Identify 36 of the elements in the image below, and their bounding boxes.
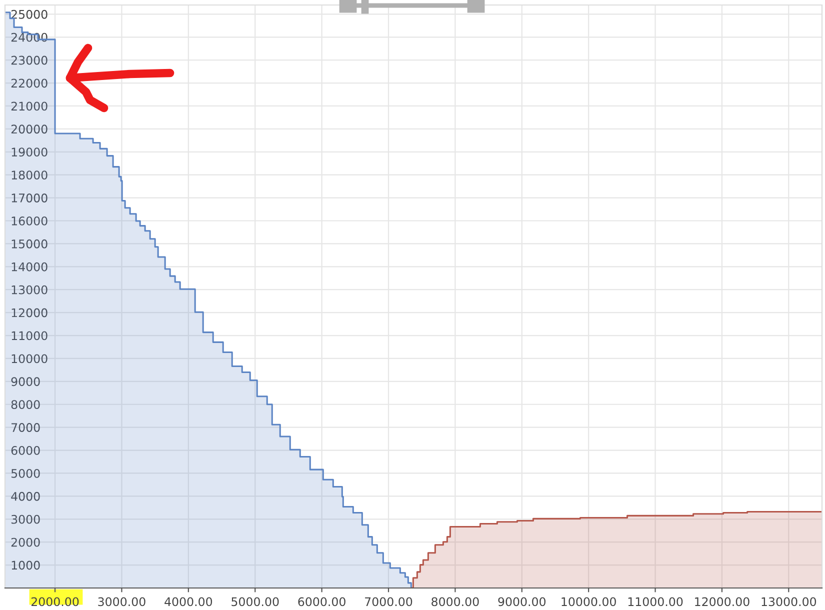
y-tick-label: 8000 (11, 400, 40, 410)
x-tick-label: 11000.00 (628, 597, 683, 606)
x-tick-label: 4000.00 (164, 597, 212, 606)
x-tick-label: 8000.00 (432, 597, 479, 606)
y-tick-label: 7000 (12, 423, 40, 432)
x-tick-label: 5000.00 (232, 597, 279, 606)
x-tick-label: 2000.00 (31, 597, 79, 606)
y-tick-label: 14000 (12, 262, 48, 272)
y-tick-label: 11000 (12, 331, 48, 340)
y-tick-label: 20000 (11, 124, 48, 134)
y-tick-label: 13000 (12, 285, 48, 294)
x-tick-label: 12000.00 (695, 597, 750, 606)
y-tick-label: 15000 (12, 239, 48, 248)
y-tick-label: 4000 (11, 492, 40, 501)
y-tick-label: 21000 (11, 102, 48, 111)
y-tick-label: 10000 (12, 354, 48, 364)
y-tick-label: 19000 (12, 148, 48, 157)
y-tick-label: 25000 (11, 10, 48, 19)
y-tick-label: 3000 (11, 514, 40, 524)
y-tick-label: 16000 (12, 216, 48, 226)
y-tick-label: 5000 (11, 468, 40, 478)
y-tick-label: 22000 (11, 78, 48, 88)
x-tick-label: 13000.00 (762, 597, 816, 606)
x-tick-label: 6000.00 (298, 597, 346, 606)
y-tick-label: 12000 (12, 308, 48, 318)
x-tick-label: 7000.00 (365, 597, 412, 606)
y-tick-label: 1000 (12, 560, 40, 570)
y-tick-label: 2000 (11, 538, 40, 547)
x-tick-label: 3000.00 (98, 597, 146, 606)
y-tick-label: 17000 (12, 194, 48, 202)
y-tick-label: 23000 (11, 56, 48, 65)
y-tick-label: 6000 (11, 446, 40, 455)
x-tick-label: 10000.00 (562, 597, 616, 606)
y-tick-label: 9000 (11, 377, 40, 386)
y-tick-label: 18000 (12, 170, 48, 180)
x-tick-label: 9000.00 (498, 597, 546, 606)
